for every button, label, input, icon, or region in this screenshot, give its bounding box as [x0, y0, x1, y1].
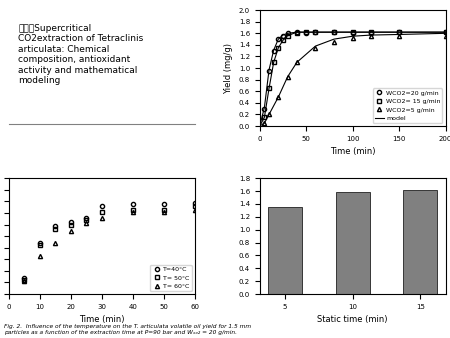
- WCO2= 15 g/min: [285, 34, 290, 38]
- Bar: [268, 207, 302, 294]
- Text: Fig. 2.  Influence of the temperature on the T. articulata volatile oil yield fo: Fig. 2. Influence of the temperature on …: [4, 324, 252, 335]
- WCO2= 15 g/min: [294, 31, 300, 35]
- WCO2= 15 g/min: [262, 115, 267, 119]
- WCO2= 15 g/min: [350, 30, 356, 34]
- Line: T= 60°C: T= 60°C: [22, 208, 197, 283]
- Y-axis label: Yield (mg/g): Yield (mg/g): [224, 43, 233, 94]
- WCO2= 15 g/min: [280, 38, 286, 42]
- T=40°C: [84, 216, 89, 220]
- WCO2= 15 g/min: [443, 30, 448, 34]
- Line: T= 50°C: T= 50°C: [22, 204, 197, 282]
- WCO2=5 g/min: [396, 34, 402, 38]
- Line: WCO2= 15 g/min: WCO2= 15 g/min: [262, 30, 448, 119]
- X-axis label: Time (min): Time (min): [79, 315, 125, 324]
- WCO2=20 g/min: [271, 49, 276, 53]
- Text: 文章：Supercritical
CO2extraction of Tetraclinis
articulata: Chemical
composition, : 文章：Supercritical CO2extraction of Tetrac…: [18, 24, 144, 85]
- WCO2=20 g/min: [331, 30, 337, 34]
- WCO2=5 g/min: [276, 95, 281, 99]
- WCO2=20 g/min: [313, 30, 318, 34]
- WCO2=5 g/min: [369, 34, 374, 38]
- T=40°C: [53, 224, 58, 228]
- WCO2=5 g/min: [285, 75, 290, 79]
- WCO2=5 g/min: [266, 113, 272, 117]
- T= 60°C: [99, 216, 104, 220]
- T=40°C: [161, 202, 166, 206]
- T= 50°C: [130, 208, 135, 212]
- WCO2=20 g/min: [266, 69, 272, 73]
- T= 60°C: [84, 221, 89, 225]
- T= 60°C: [161, 210, 166, 214]
- T= 50°C: [68, 222, 74, 226]
- WCO2=5 g/min: [313, 46, 318, 50]
- WCO2=20 g/min: [443, 30, 448, 34]
- T= 50°C: [161, 208, 166, 212]
- Legend: T=40°C, T= 50°C, T= 60°C: T=40°C, T= 50°C, T= 60°C: [150, 265, 192, 291]
- WCO2=20 g/min: [396, 30, 402, 34]
- Line: WCO2=20 g/min: WCO2=20 g/min: [262, 30, 448, 111]
- WCO2=20 g/min: [369, 31, 374, 35]
- T= 50°C: [84, 218, 89, 222]
- T= 60°C: [37, 255, 43, 259]
- WCO2=5 g/min: [350, 36, 356, 40]
- WCO2=20 g/min: [262, 106, 267, 111]
- T=40°C: [68, 220, 74, 224]
- WCO2=20 g/min: [276, 37, 281, 41]
- WCO2=5 g/min: [294, 60, 300, 64]
- T= 50°C: [22, 277, 27, 282]
- Line: WCO2=5 g/min: WCO2=5 g/min: [262, 34, 448, 125]
- T=40°C: [130, 202, 135, 206]
- Line: T=40°C: T=40°C: [22, 200, 197, 280]
- T= 50°C: [99, 210, 104, 214]
- T= 60°C: [130, 210, 135, 214]
- T=40°C: [192, 200, 198, 204]
- X-axis label: Static time (min): Static time (min): [317, 315, 388, 324]
- T=40°C: [99, 204, 104, 208]
- Bar: [336, 192, 369, 294]
- T=40°C: [37, 241, 43, 245]
- WCO2= 15 g/min: [266, 86, 272, 90]
- T= 60°C: [192, 208, 198, 212]
- WCO2=20 g/min: [285, 31, 290, 35]
- T= 50°C: [192, 204, 198, 208]
- X-axis label: Time (min): Time (min): [330, 147, 375, 156]
- WCO2= 15 g/min: [303, 30, 309, 34]
- T=40°C: [22, 276, 27, 280]
- Legend: WCO2=20 g/min, WCO2= 15 g/min, WCO2=5 g/min, model: WCO2=20 g/min, WCO2= 15 g/min, WCO2=5 g/…: [373, 88, 442, 123]
- WCO2= 15 g/min: [276, 46, 281, 50]
- WCO2=20 g/min: [350, 31, 356, 35]
- T= 60°C: [68, 230, 74, 234]
- WCO2=20 g/min: [303, 31, 309, 35]
- WCO2= 15 g/min: [331, 30, 337, 34]
- WCO2= 15 g/min: [271, 60, 276, 64]
- Bar: [403, 190, 437, 294]
- T= 50°C: [37, 243, 43, 247]
- WCO2= 15 g/min: [396, 30, 402, 34]
- WCO2=5 g/min: [443, 34, 448, 38]
- WCO2=5 g/min: [262, 121, 267, 125]
- WCO2= 15 g/min: [313, 30, 318, 34]
- WCO2=20 g/min: [280, 34, 286, 38]
- WCO2= 15 g/min: [369, 30, 374, 34]
- WCO2=20 g/min: [294, 30, 300, 34]
- T= 50°C: [53, 227, 58, 231]
- T= 60°C: [53, 241, 58, 245]
- WCO2=5 g/min: [331, 40, 337, 44]
- T= 60°C: [22, 279, 27, 283]
